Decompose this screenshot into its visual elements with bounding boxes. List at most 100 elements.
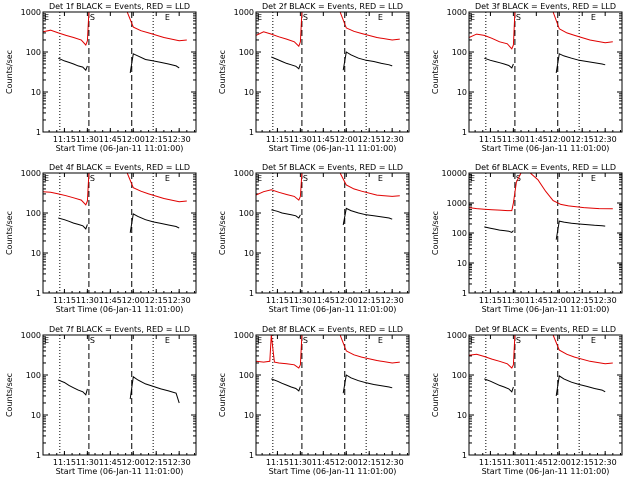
marker-label: E bbox=[44, 13, 49, 22]
panel-6: Det 6f BLACK = Events, RED = LLD Counts/s… bbox=[431, 163, 623, 314]
plot-frame bbox=[468, 334, 623, 456]
panel-title: Det 7f BLACK = Events, RED = LLD bbox=[49, 325, 190, 334]
x-tick-label: 12:15 bbox=[358, 135, 381, 144]
x-tick-label: 12:15 bbox=[145, 135, 168, 144]
marker-label: E bbox=[44, 336, 49, 345]
marker-label: E bbox=[591, 13, 596, 22]
x-axis-label: Start Time (06-Jan-11 11:01:00) bbox=[482, 305, 610, 314]
marker-label: E bbox=[165, 336, 170, 345]
lld-line bbox=[256, 12, 400, 48]
x-tick-label: 12:00 bbox=[548, 458, 571, 467]
y-tick-label: 1000 bbox=[21, 8, 41, 17]
y-tick-label: 100 bbox=[452, 371, 467, 380]
lld-line bbox=[469, 173, 613, 212]
x-tick-label: 11:30 bbox=[76, 458, 99, 467]
plot-frame bbox=[255, 11, 410, 133]
marker-label: E bbox=[257, 336, 262, 345]
marker-label: E bbox=[257, 13, 262, 22]
y-tick-label: 1000 bbox=[447, 331, 467, 340]
x-tick-label: 11:30 bbox=[76, 135, 99, 144]
y-tick-label: 10 bbox=[244, 411, 254, 420]
lld-line bbox=[256, 173, 400, 201]
marker-label: S bbox=[90, 13, 95, 22]
x-tick-label: 11:45 bbox=[525, 458, 548, 467]
panel-9: Det 9f BLACK = Events, RED = LLD Counts/s… bbox=[431, 325, 623, 476]
events-line bbox=[555, 53, 606, 73]
x-tick-label: 12:15 bbox=[145, 458, 168, 467]
x-tick-label: 12:30 bbox=[594, 135, 617, 144]
y-tick-label: 100 bbox=[239, 371, 254, 380]
x-axis-label: Start Time (06-Jan-11 11:01:00) bbox=[482, 144, 610, 153]
plot-frame bbox=[468, 172, 623, 294]
x-tick-label: 12:15 bbox=[358, 296, 381, 305]
events-line bbox=[484, 226, 514, 233]
x-tick-label: 11:15 bbox=[479, 296, 502, 305]
events-line bbox=[58, 57, 88, 72]
events-line bbox=[271, 209, 301, 219]
x-tick-label: 12:30 bbox=[594, 296, 617, 305]
lld-line bbox=[256, 335, 400, 369]
plot-frame bbox=[255, 172, 410, 294]
marker-label: S bbox=[303, 13, 308, 22]
marker-label: S bbox=[90, 174, 95, 183]
panel-7: Det 7f BLACK = Events, RED = LLD Counts/s… bbox=[5, 325, 197, 476]
x-axis-label: Start Time (06-Jan-11 11:01:00) bbox=[56, 305, 184, 314]
panel-title: Det 3f BLACK = Events, RED = LLD bbox=[475, 2, 616, 11]
x-tick-label: 11:45 bbox=[312, 296, 335, 305]
marker-label: E bbox=[378, 336, 383, 345]
x-tick-label: 11:45 bbox=[99, 135, 122, 144]
panel-2: Det 2f BLACK = Events, RED = LLD Counts/s… bbox=[218, 2, 410, 153]
x-tick-label: 12:30 bbox=[594, 458, 617, 467]
x-tick-label: 11:30 bbox=[289, 296, 312, 305]
x-tick-label: 11:45 bbox=[312, 458, 335, 467]
x-tick-label: 12:00 bbox=[548, 296, 571, 305]
panel-title: Det 8f BLACK = Events, RED = LLD bbox=[262, 325, 403, 334]
y-tick-label: 100 bbox=[452, 48, 467, 57]
panel-title: Det 1f BLACK = Events, RED = LLD bbox=[49, 2, 190, 11]
plot-frame bbox=[42, 11, 197, 133]
marker-label: S bbox=[516, 13, 521, 22]
y-tick-label: 10 bbox=[31, 249, 41, 258]
lld-line bbox=[43, 173, 187, 206]
events-line bbox=[58, 379, 88, 396]
x-tick-label: 11:15 bbox=[266, 458, 289, 467]
x-tick-label: 12:00 bbox=[335, 458, 358, 467]
x-tick-label: 11:30 bbox=[289, 458, 312, 467]
lld-line bbox=[469, 335, 613, 369]
x-tick-label: 12:15 bbox=[571, 135, 594, 144]
y-tick-label: 1 bbox=[36, 128, 41, 137]
panel-title: Det 5f BLACK = Events, RED = LLD bbox=[262, 163, 403, 172]
y-tick-label: 1000 bbox=[447, 8, 467, 17]
marker-label: E bbox=[470, 336, 475, 345]
x-tick-label: 12:00 bbox=[335, 296, 358, 305]
x-axis-label: Start Time (06-Jan-11 11:01:00) bbox=[56, 144, 184, 153]
marker-label: E bbox=[257, 174, 262, 183]
y-tick-label: 100 bbox=[452, 229, 467, 238]
panel-title: Det 6f BLACK = Events, RED = LLD bbox=[475, 163, 616, 172]
y-tick-label: 10 bbox=[457, 88, 467, 97]
marker-label: E bbox=[470, 13, 475, 22]
y-tick-label: 1000 bbox=[21, 169, 41, 178]
x-axis-label: Start Time (06-Jan-11 11:01:00) bbox=[269, 467, 397, 476]
x-tick-label: 11:15 bbox=[53, 296, 76, 305]
y-tick-label: 10 bbox=[244, 88, 254, 97]
y-axis-label: Counts/sec bbox=[218, 211, 227, 255]
x-tick-label: 11:45 bbox=[525, 135, 548, 144]
y-axis-label: Counts/sec bbox=[218, 373, 227, 417]
x-tick-label: 11:30 bbox=[289, 135, 312, 144]
marker-label: S bbox=[90, 336, 95, 345]
marker-label: E bbox=[165, 174, 170, 183]
x-tick-label: 12:30 bbox=[168, 135, 191, 144]
y-tick-label: 1000 bbox=[234, 169, 254, 178]
x-tick-label: 11:15 bbox=[479, 458, 502, 467]
x-axis-label: Start Time (06-Jan-11 11:01:00) bbox=[269, 305, 397, 314]
marker-label: S bbox=[303, 336, 308, 345]
y-tick-label: 1 bbox=[249, 451, 254, 460]
panel-3: Det 3f BLACK = Events, RED = LLD Counts/s… bbox=[431, 2, 623, 153]
lld-line bbox=[469, 12, 613, 50]
x-tick-label: 11:45 bbox=[525, 296, 548, 305]
marker-label: E bbox=[165, 13, 170, 22]
y-tick-label: 10 bbox=[31, 88, 41, 97]
y-axis-label: Counts/sec bbox=[5, 50, 14, 94]
x-tick-label: 12:15 bbox=[571, 296, 594, 305]
